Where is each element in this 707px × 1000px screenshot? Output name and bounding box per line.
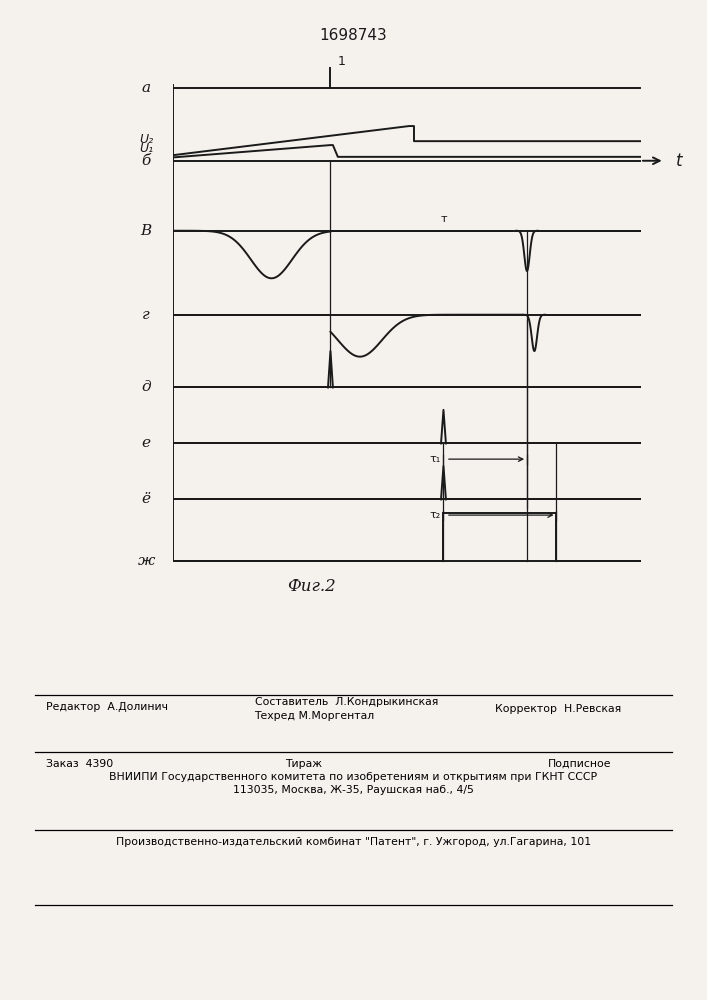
- Text: 1: 1: [338, 55, 346, 68]
- Text: ВНИИПИ Государственного комитета по изобретениям и открытиям при ГКНТ СССР: ВНИИПИ Государственного комитета по изоб…: [110, 772, 597, 782]
- Text: Производственно-издательский комбинат "Патент", г. Ужгород, ул.Гагарина, 101: Производственно-издательский комбинат "П…: [116, 837, 591, 847]
- Text: т: т: [440, 214, 447, 224]
- Text: 1698743: 1698743: [320, 28, 387, 43]
- Text: Составитель  Л.Кондрыкинская: Составитель Л.Кондрыкинская: [255, 697, 438, 707]
- Text: Фиг.2: Фиг.2: [287, 578, 335, 595]
- Text: д: д: [141, 380, 151, 394]
- Text: Тираж: Тираж: [286, 759, 322, 769]
- Text: Техред М.Моргентал: Техред М.Моргентал: [255, 711, 375, 721]
- Text: τ₁: τ₁: [430, 454, 441, 464]
- Text: В: В: [141, 224, 152, 238]
- Text: ё: ё: [141, 492, 151, 506]
- Text: t: t: [676, 152, 682, 170]
- Text: Подписное: Подписное: [548, 759, 612, 769]
- Text: е: е: [141, 436, 151, 450]
- Text: Заказ  4390: Заказ 4390: [46, 759, 113, 769]
- Text: а: а: [141, 81, 151, 95]
- Text: U₂: U₂: [139, 133, 153, 146]
- Text: ж: ж: [137, 554, 155, 568]
- Text: 113035, Москва, Ж-35, Раушская наб., 4/5: 113035, Москва, Ж-35, Раушская наб., 4/5: [233, 785, 474, 795]
- Text: г: г: [142, 308, 150, 322]
- Text: τ₂: τ₂: [430, 510, 441, 520]
- Text: Редактор  А.Долинич: Редактор А.Долинич: [46, 702, 168, 712]
- Text: б: б: [141, 154, 151, 168]
- Text: U₁: U₁: [139, 142, 153, 155]
- Text: Корректор  Н.Ревская: Корректор Н.Ревская: [495, 704, 621, 714]
